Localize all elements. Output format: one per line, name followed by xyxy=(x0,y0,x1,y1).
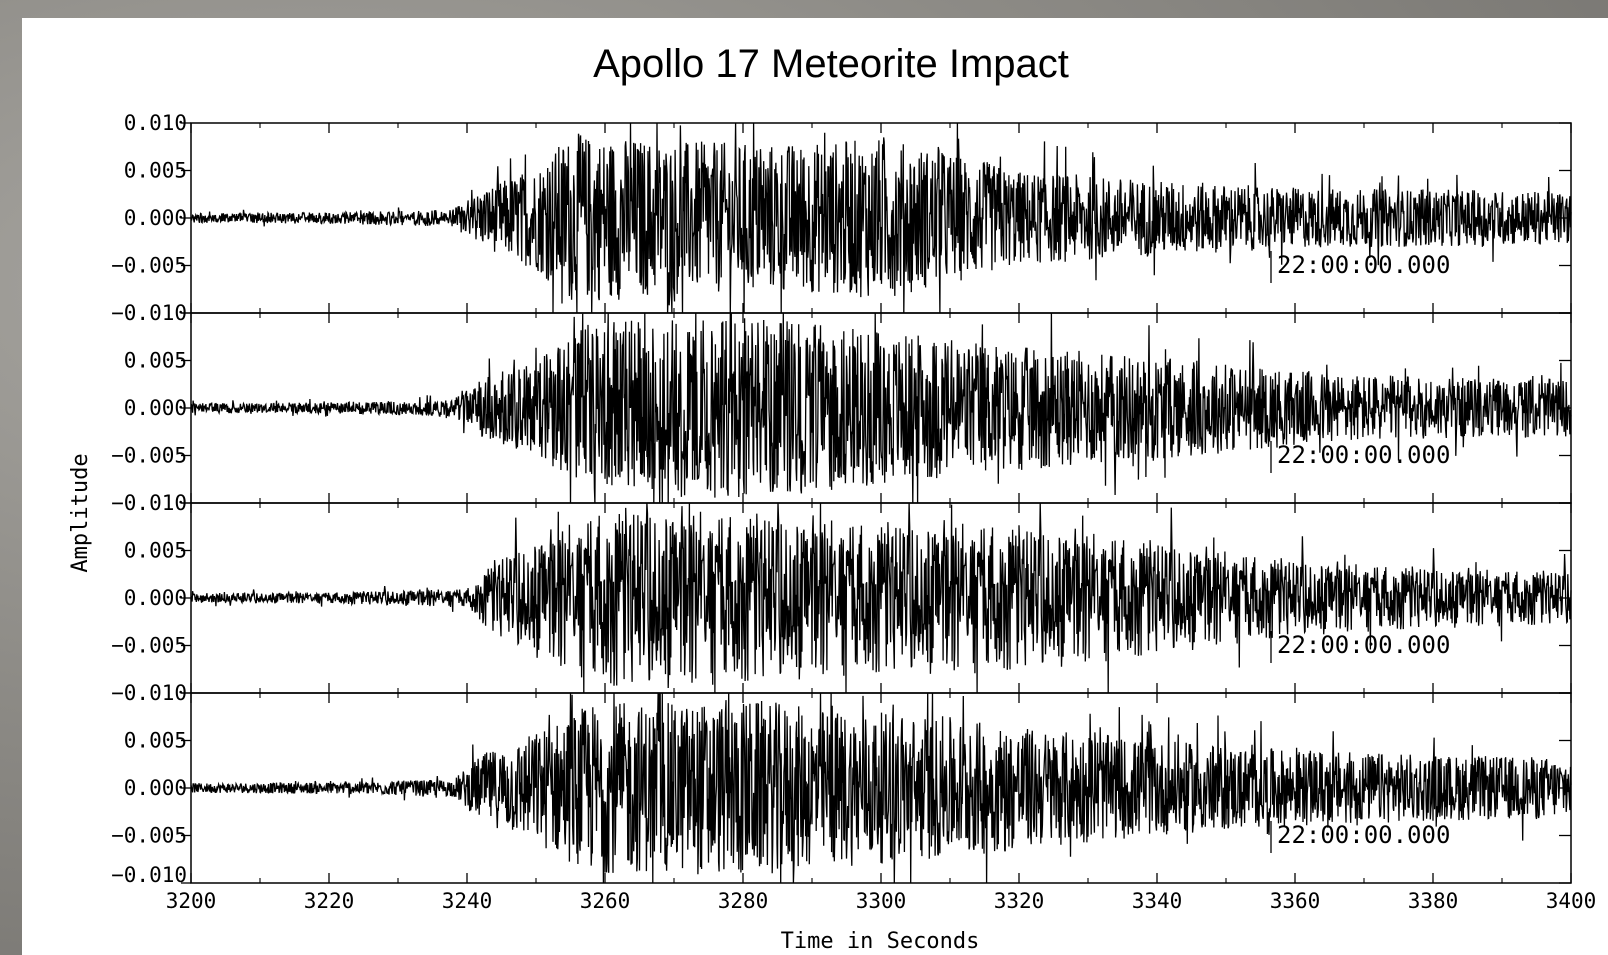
x-tick-label: 3340 xyxy=(1132,889,1183,913)
x-tick-label: 3300 xyxy=(856,889,907,913)
x-tick-label: 3400 xyxy=(1546,889,1597,913)
y-axis-label: Amplitude xyxy=(68,453,93,572)
y-tick-label: −0.005 xyxy=(111,254,187,278)
x-axis-label: Time in Seconds xyxy=(781,929,980,954)
y-tick-label: 0.005 xyxy=(124,159,187,183)
x-tick-label: 3360 xyxy=(1270,889,1321,913)
y-tick-label: 0.000 xyxy=(124,396,187,420)
y-tick-label: 0.005 xyxy=(124,729,187,753)
panel-timestamp-4: 22:00:00.000 xyxy=(1277,821,1450,849)
y-tick-label: 0.005 xyxy=(124,539,187,563)
y-tick-label: 0.010 xyxy=(124,111,187,135)
waveform-trace-1 xyxy=(190,122,1572,314)
x-tick-label: 3220 xyxy=(304,889,355,913)
tick-layer xyxy=(181,122,1572,884)
y-tick-label: 0.000 xyxy=(124,206,187,230)
tick-label-layer: 0.010 0.005 0.000 −0.005 −0.010 22:00:00.000 0… xyxy=(111,111,1596,913)
x-tick-label: 3380 xyxy=(1408,889,1459,913)
trace-layer xyxy=(190,122,1572,884)
chart-title: Apollo 17 Meteorite Impact xyxy=(593,42,1069,86)
panel-timestamp-3: 22:00:00.000 xyxy=(1277,631,1450,659)
waveform-trace-2 xyxy=(190,312,1572,504)
panel-timestamp-2: 22:00:00.000 xyxy=(1277,441,1450,469)
y-tick-label: 0.005 xyxy=(124,349,187,373)
x-tick-label: 3280 xyxy=(718,889,769,913)
panel-timestamp-1: 22:00:00.000 xyxy=(1277,251,1450,279)
y-tick-label: −0.005 xyxy=(111,824,187,848)
x-tick-label: 3320 xyxy=(994,889,1045,913)
y-tick-label: 0.000 xyxy=(124,776,187,800)
waveform-trace-4 xyxy=(190,692,1572,884)
y-tick-label: −0.010 xyxy=(111,491,187,515)
x-tick-label: 3240 xyxy=(442,889,493,913)
y-tick-label: −0.010 xyxy=(111,681,187,705)
y-tick-label: 0.000 xyxy=(124,586,187,610)
waveform-trace-3 xyxy=(190,502,1572,694)
x-tick-label: 3200 xyxy=(166,889,217,913)
y-tick-label: −0.005 xyxy=(111,634,187,658)
y-tick-label: −0.010 xyxy=(111,863,187,887)
y-tick-label: −0.005 xyxy=(111,444,187,468)
y-tick-label: −0.010 xyxy=(111,301,187,325)
x-tick-label: 3260 xyxy=(580,889,631,913)
